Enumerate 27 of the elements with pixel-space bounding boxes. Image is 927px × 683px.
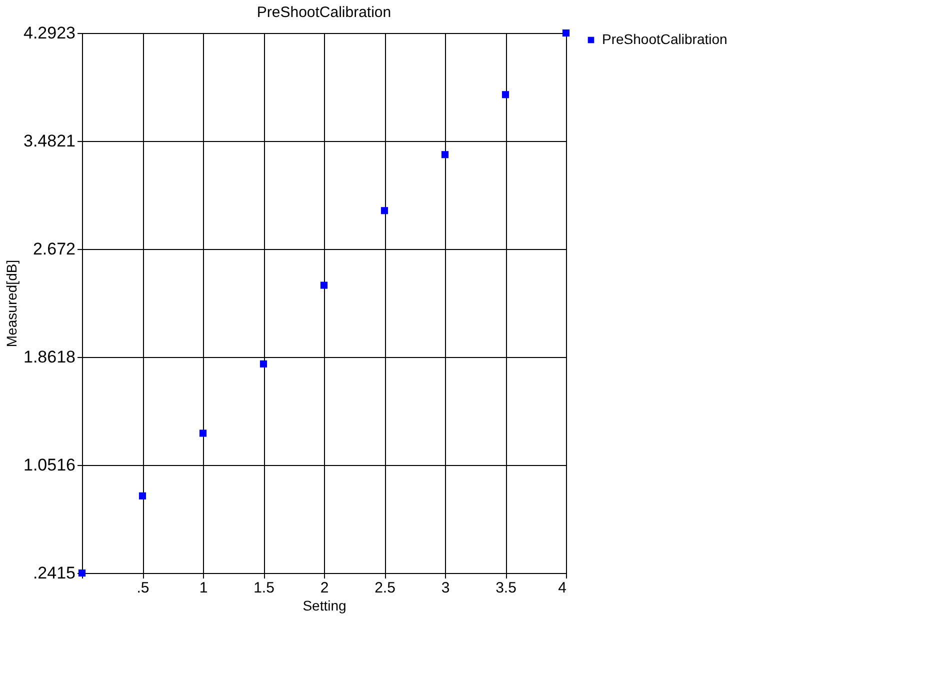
y-tick-label: 3.4821	[24, 132, 76, 151]
point	[78, 569, 86, 577]
point	[320, 282, 328, 289]
legend-label: PreShootCalibration	[602, 31, 728, 47]
x-axis-title: Setting	[302, 598, 346, 614]
x-tick-label: 3	[441, 580, 450, 596]
point	[260, 360, 268, 368]
x-tick-label: 4	[558, 580, 566, 596]
y-tick-label: 4.2923	[24, 24, 76, 42]
x-tick-label: 2.5	[374, 580, 396, 596]
y-axis-title: Measured[dB]	[4, 260, 20, 348]
x-tick-label: .5	[136, 580, 150, 596]
y-tick-label: 1.0516	[24, 456, 76, 475]
point	[502, 91, 510, 98]
point	[380, 207, 388, 214]
x-tick-label: 3.5	[496, 580, 516, 596]
x-tick-label: 2	[320, 580, 329, 596]
x-tick-label: 1	[199, 580, 208, 596]
y-tick-label: .2415	[32, 564, 76, 582]
x-tick-label: 1.5	[254, 580, 274, 596]
y-tick-label: 2.672	[32, 239, 76, 258]
point	[562, 29, 570, 37]
point	[441, 151, 449, 158]
point	[199, 430, 207, 437]
y-tick-label: 1.8618	[24, 348, 76, 367]
chart-title: PreShootCalibration	[256, 4, 392, 21]
point	[138, 492, 146, 500]
